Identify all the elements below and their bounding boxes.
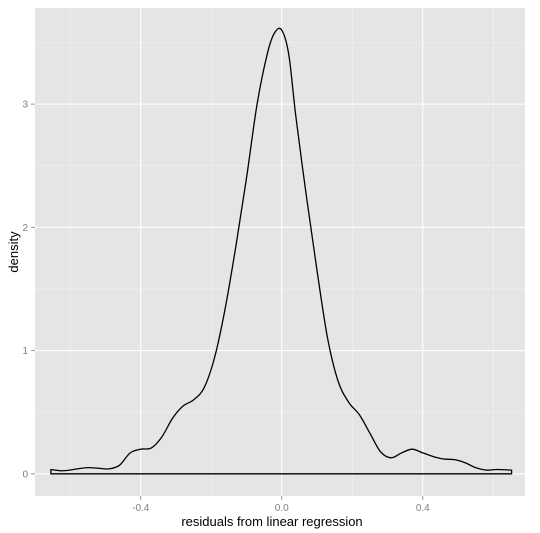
y-tick-label: 2 (22, 223, 28, 234)
y-axis-ticks: 0 1 2 3 (22, 100, 35, 480)
x-tick-label: 0.0 (275, 503, 289, 514)
density-curve (50, 27, 513, 475)
y-tick-label: 3 (22, 100, 28, 111)
y-tick-label: 0 (22, 469, 28, 480)
x-axis-title: residuals from linear regression (181, 514, 362, 529)
x-axis-ticks: -0.4 0.0 0.4 (132, 496, 430, 514)
minor-grid (35, 8, 525, 496)
y-tick-label: 1 (22, 346, 28, 357)
x-tick-label: -0.4 (132, 503, 150, 514)
y-axis-title: density (6, 231, 21, 273)
x-tick-label: 0.4 (416, 503, 430, 514)
plot-panel (35, 8, 525, 496)
